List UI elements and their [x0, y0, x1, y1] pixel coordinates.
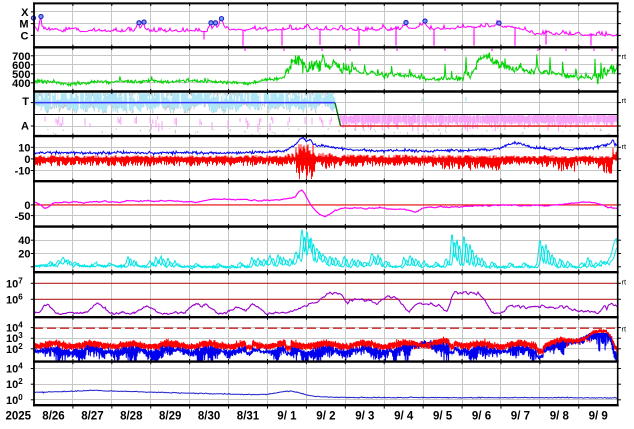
svg-text:rt: rt — [622, 325, 627, 334]
svg-text:8/29: 8/29 — [159, 411, 181, 423]
svg-text:C: C — [21, 30, 29, 42]
svg-text:8/27: 8/27 — [81, 411, 103, 423]
svg-text:9/ 6: 9/ 6 — [472, 411, 491, 423]
svg-text:10: 10 — [18, 142, 30, 154]
svg-text:0: 0 — [24, 200, 30, 212]
svg-text:X: X — [21, 7, 29, 19]
svg-text:9/ 4: 9/ 4 — [394, 411, 414, 423]
svg-text:M: M — [19, 19, 28, 31]
svg-text:T: T — [22, 96, 29, 108]
svg-text:9/ 2: 9/ 2 — [316, 411, 335, 423]
svg-text:rt: rt — [622, 52, 627, 61]
svg-text:0: 0 — [24, 154, 30, 166]
svg-text:9/ 1: 9/ 1 — [277, 411, 297, 423]
svg-text:8/26: 8/26 — [42, 411, 64, 423]
svg-text:9/ 7: 9/ 7 — [511, 411, 530, 423]
svg-text:8/28: 8/28 — [120, 411, 143, 423]
svg-text:700: 700 — [12, 51, 30, 63]
svg-text:9/ 5: 9/ 5 — [433, 411, 453, 423]
svg-text:9/ 9: 9/ 9 — [589, 411, 608, 423]
svg-text:8/30: 8/30 — [198, 411, 220, 423]
svg-text:rt: rt — [622, 278, 627, 287]
svg-text:600: 600 — [12, 60, 30, 72]
svg-text:40: 40 — [18, 235, 30, 247]
svg-text:20: 20 — [18, 249, 30, 261]
svg-text:9/ 8: 9/ 8 — [550, 411, 570, 423]
svg-text:500: 500 — [12, 69, 30, 81]
svg-text:-10: -10 — [15, 166, 31, 178]
svg-text:rt: rt — [622, 96, 627, 105]
svg-text:400: 400 — [12, 78, 30, 90]
svg-text:A: A — [21, 121, 29, 133]
svg-text:2025: 2025 — [6, 411, 32, 423]
svg-text:9/ 3: 9/ 3 — [355, 411, 374, 423]
svg-text:8/31: 8/31 — [237, 411, 260, 423]
svg-text:-50: -50 — [15, 211, 31, 223]
svg-text:rt: rt — [622, 142, 627, 151]
